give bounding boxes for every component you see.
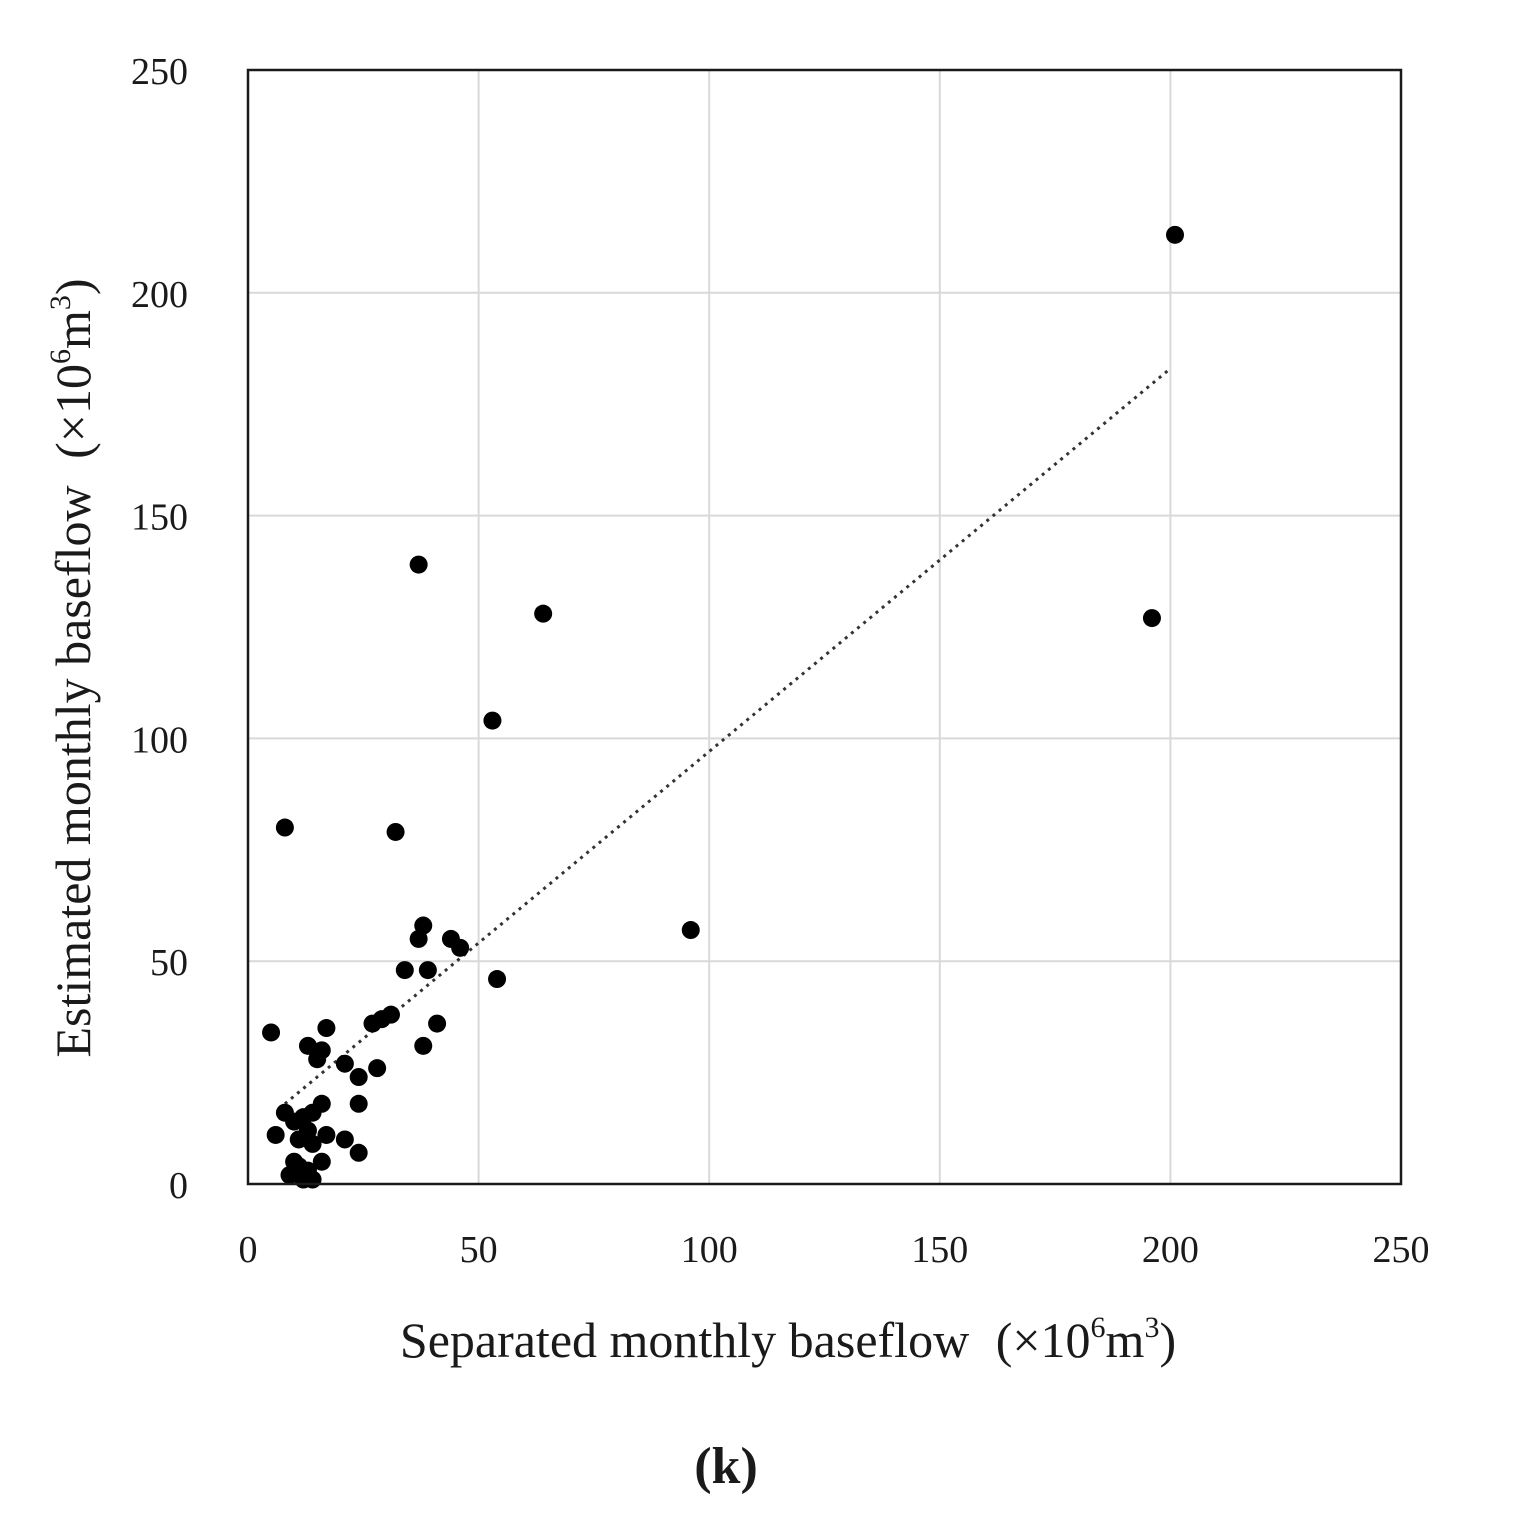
data-point [262, 1023, 281, 1042]
x-axis-title: Separated monthly baseflow (×106m3) [400, 1311, 1176, 1368]
data-point [308, 1050, 327, 1069]
panel-label: (k) [694, 1438, 758, 1495]
x-axis-unit-m: m [1106, 1312, 1145, 1368]
data-point [294, 1170, 313, 1189]
data-point [335, 1054, 354, 1073]
y-axis-unit-suffix: ) [45, 278, 101, 295]
data-point [280, 1166, 299, 1185]
data-point [681, 921, 700, 940]
y-axis-title: Estimated monthly baseflow (×106m3) [44, 278, 101, 1057]
data-point [349, 1094, 368, 1113]
data-point [418, 961, 437, 980]
y-tick-label: 200 [131, 274, 188, 316]
y-tick-label: 150 [131, 497, 188, 539]
data-point [317, 1125, 336, 1144]
y-tick-label: 100 [131, 719, 188, 761]
x-axis-unit-prefix: (×10 [996, 1312, 1091, 1368]
data-point [363, 1014, 382, 1033]
data-point [409, 929, 428, 948]
data-points [262, 225, 1185, 1189]
x-tick-label: 250 [1373, 1229, 1430, 1271]
data-point [303, 1134, 322, 1153]
x-tick-label: 150 [911, 1229, 968, 1271]
x-tick-label: 100 [681, 1229, 738, 1271]
data-point [266, 1125, 285, 1144]
grid-lines [247, 69, 1402, 1185]
data-point [335, 1130, 354, 1149]
x-tick-label: 50 [460, 1229, 498, 1271]
y-tick-label: 0 [169, 1165, 188, 1207]
data-point [451, 938, 470, 957]
y-axis-unit-m: m [45, 310, 101, 349]
data-point [285, 1112, 304, 1131]
data-point [428, 1014, 447, 1033]
data-point [317, 1019, 336, 1038]
data-point [409, 555, 428, 574]
trendline-layer [283, 367, 1172, 1105]
data-point [368, 1059, 387, 1078]
y-axis-unit-exp2: 3 [44, 295, 77, 310]
data-point [289, 1130, 308, 1149]
trendline [283, 367, 1172, 1105]
y-tick-labels: 0 50 100 150 200 250 [131, 51, 188, 1207]
y-tick-label: 50 [150, 942, 188, 984]
x-tick-label: 200 [1142, 1229, 1199, 1271]
data-point [483, 711, 502, 730]
data-point [1166, 225, 1185, 244]
y-axis-unit-exp1: 6 [44, 349, 77, 364]
x-axis-title-text: Separated monthly baseflow [400, 1312, 969, 1368]
y-tick-label: 250 [131, 51, 188, 93]
x-tick-label: 0 [239, 1229, 258, 1271]
data-point [298, 1036, 317, 1055]
x-axis-unit-exp2: 3 [1144, 1311, 1159, 1344]
data-point [349, 1143, 368, 1162]
data-point [312, 1152, 331, 1171]
data-point [534, 604, 553, 623]
x-axis-unit-suffix: ) [1159, 1312, 1176, 1368]
data-point [488, 970, 507, 989]
x-tick-labels: 0 50 100 150 200 250 [239, 1229, 1430, 1271]
data-point [275, 818, 294, 837]
y-axis-title-text: Estimated monthly baseflow [45, 485, 101, 1057]
data-point [1142, 609, 1161, 628]
x-axis-unit-exp1: 6 [1091, 1311, 1106, 1344]
data-point [395, 961, 414, 980]
data-point [414, 1036, 433, 1055]
data-point [386, 822, 405, 841]
y-axis-unit-prefix: (×10 [45, 364, 101, 459]
plot-frame [246, 68, 1403, 1186]
data-point [349, 1068, 368, 1087]
